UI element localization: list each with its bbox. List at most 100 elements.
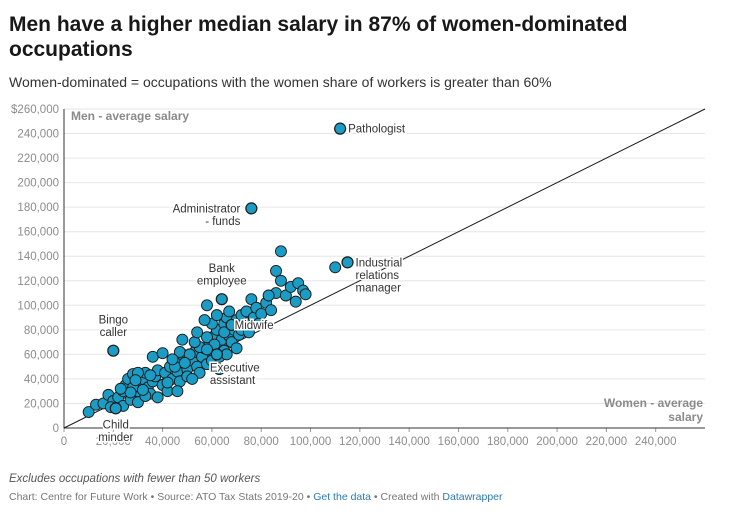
data-point — [230, 342, 243, 355]
annotation-label: minder — [98, 432, 133, 444]
y-tick-label: 180,000 — [17, 202, 59, 214]
x-tick-label: 120,000 — [339, 436, 381, 448]
annotation-label: Midwife — [235, 320, 274, 332]
x-tick-label: 0 — [61, 436, 67, 448]
y-tick-label: 100,000 — [17, 300, 59, 312]
data-point — [151, 391, 164, 404]
scatter-chart: 0 20,000 40,000 60,000 80,000 100,000 120,000 1… — [11, 104, 706, 448]
chart-subtitle: Women-dominated = occupations with the w… — [9, 74, 552, 90]
y-tick-label: 160,000 — [17, 227, 59, 239]
highlighted-point — [210, 348, 223, 361]
data-point — [275, 245, 287, 258]
data-point — [299, 288, 312, 301]
annotation-label: Bingo — [99, 315, 128, 327]
highlighted-point — [334, 122, 347, 135]
annotation-label: Administrator — [173, 203, 241, 215]
data-point — [198, 314, 211, 326]
annotation-label: Pathologist — [348, 124, 406, 136]
data-point — [144, 369, 157, 382]
annotation-label: employee — [197, 276, 247, 288]
x-tick-label: 140,000 — [388, 436, 430, 448]
y-tick-label: 220,000 — [17, 153, 59, 165]
x-tick-label: 180,000 — [487, 436, 529, 448]
data-point — [176, 333, 189, 346]
x-tick-label: 240,000 — [635, 436, 677, 448]
annotation-label: - funds — [205, 216, 240, 228]
data-point — [223, 305, 236, 318]
x-axis-label: salary — [668, 410, 703, 424]
data-point — [186, 372, 199, 385]
tick-labels: 0 20,000 40,000 60,000 80,000 100,000 120,000 1… — [11, 104, 676, 448]
y-tick-label: 40,000 — [24, 374, 59, 386]
data-point — [275, 274, 287, 287]
data-point — [218, 326, 231, 339]
highlighted-point — [215, 293, 228, 306]
annotation-label: caller — [100, 327, 128, 339]
x-tick-label: 80,000 — [244, 436, 279, 448]
data-points — [82, 122, 354, 418]
data-point — [178, 357, 191, 369]
y-tick-label: 140,000 — [17, 251, 59, 263]
data-point — [129, 374, 142, 387]
highlighted-point — [341, 256, 354, 269]
datawrapper-link[interactable]: Datawrapper — [442, 491, 503, 503]
annotations: Men - average salary Women - averagesalar… — [71, 109, 703, 445]
data-point — [161, 376, 174, 389]
data-point — [201, 331, 213, 344]
x-tick-label: 60,000 — [194, 436, 229, 448]
data-point — [213, 363, 226, 376]
annotation-label: Bank — [209, 263, 235, 275]
data-point — [270, 265, 282, 277]
annotation-label: Industrial — [356, 257, 403, 269]
source-text: Chart: Centre for Future Work • Source: … — [9, 491, 314, 503]
highlighted-point — [225, 318, 238, 332]
highlighted-point — [109, 402, 122, 415]
data-point — [191, 326, 204, 339]
data-point — [124, 386, 137, 399]
created-with-text: • Created with — [371, 491, 443, 503]
y-tick-label: 240,000 — [17, 129, 59, 141]
annotation-label: Child — [103, 419, 129, 431]
data-point — [146, 350, 159, 363]
chart-title: Men have a higher median salary in 87% o… — [9, 13, 628, 61]
x-tick-label: 220,000 — [586, 436, 628, 448]
x-tick-label: 200,000 — [536, 436, 578, 448]
data-point — [114, 382, 127, 395]
x-tick-label: 100,000 — [290, 436, 332, 448]
chart-notes: Excludes occupations with fewer than 50 … — [9, 473, 261, 485]
get-data-link[interactable]: Get the data — [313, 491, 372, 503]
x-tick-label: 20,000 — [96, 436, 131, 448]
data-point — [166, 353, 179, 366]
y-tick-label: 0 — [53, 423, 59, 435]
highlighted-point — [107, 344, 120, 357]
annotation-label: manager — [356, 282, 402, 294]
y-tick-label: 200,000 — [17, 178, 59, 190]
y-tick-label: $260,000 — [11, 104, 59, 116]
annotation-label: Executive — [210, 362, 260, 374]
x-tick-label: 160,000 — [438, 436, 480, 448]
data-point — [188, 336, 201, 349]
data-point — [329, 261, 342, 274]
gridlines — [63, 108, 705, 432]
y-tick-label: 80,000 — [24, 325, 59, 337]
data-point — [201, 343, 213, 356]
y-tick-label: 60,000 — [24, 349, 59, 361]
data-point — [242, 326, 255, 339]
data-point — [156, 347, 169, 360]
data-point — [252, 317, 265, 330]
annotation-label: assistant — [210, 375, 256, 387]
data-point — [136, 384, 149, 396]
data-point — [262, 289, 275, 302]
annotation-label: relations — [356, 270, 400, 282]
data-point — [171, 385, 184, 398]
x-tick-label: 40,000 — [145, 436, 180, 448]
y-tick-label: 120,000 — [17, 276, 59, 288]
x-axis-label: Women - average — [604, 396, 703, 410]
data-point — [82, 406, 95, 418]
data-point — [265, 304, 278, 317]
chart-footer: Chart: Centre for Future Work • Source: … — [9, 491, 503, 503]
data-point — [210, 309, 223, 322]
highlighted-point — [245, 202, 258, 215]
y-tick-label: 20,000 — [24, 398, 59, 410]
y-axis-label: Men - average salary — [71, 109, 189, 123]
